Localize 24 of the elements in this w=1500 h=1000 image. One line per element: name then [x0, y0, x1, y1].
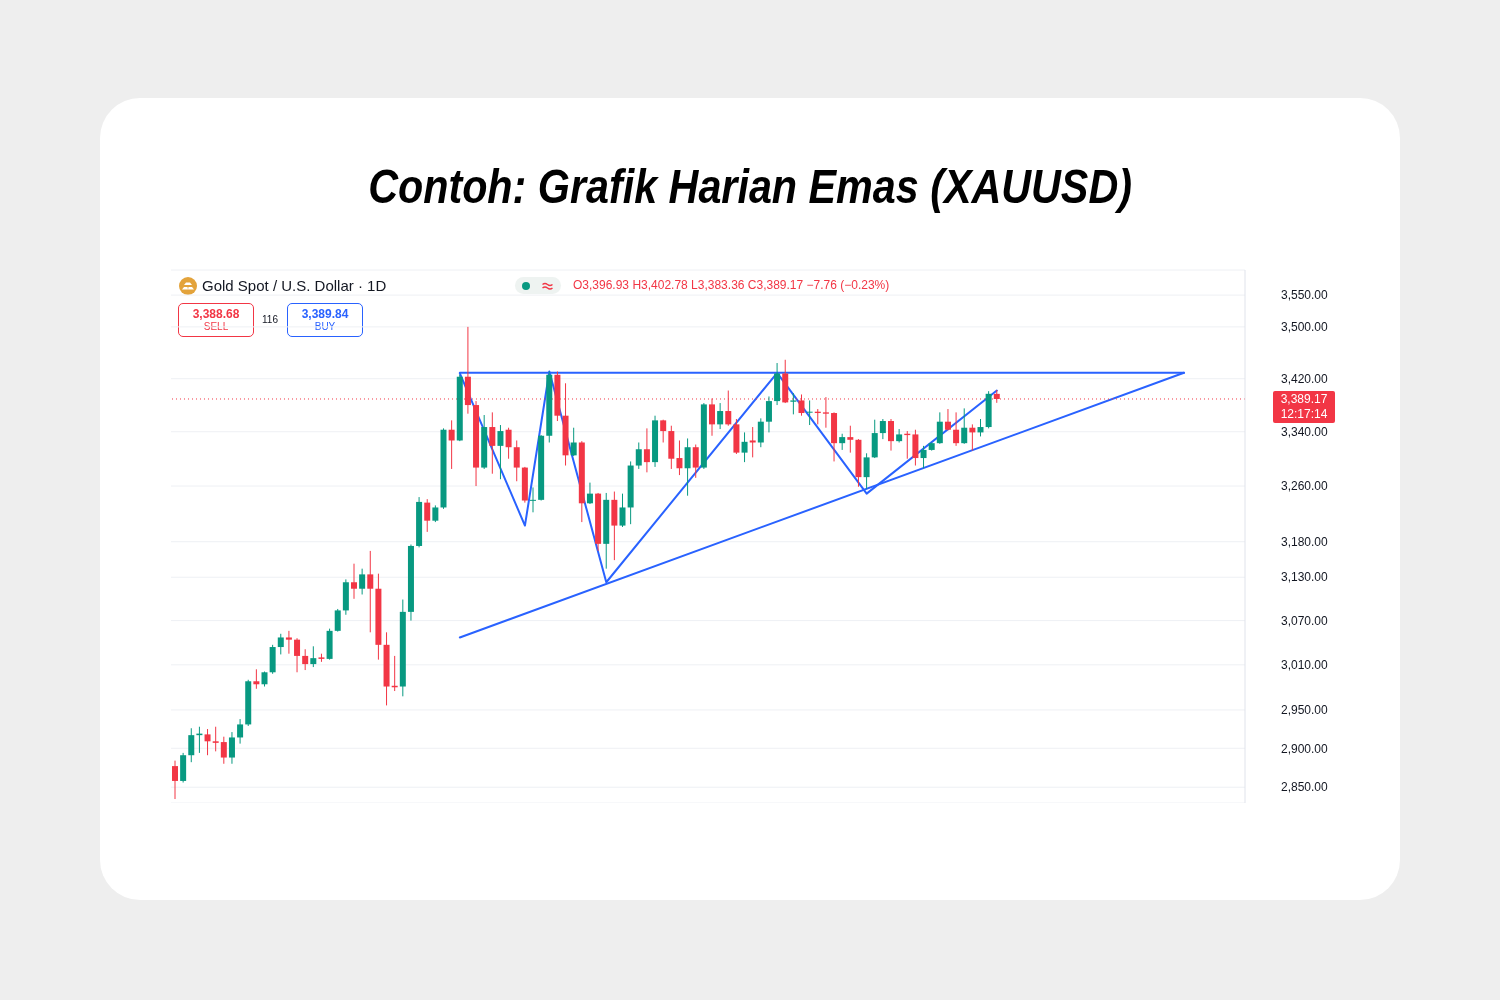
y-tick-label: 3,550.00 [1281, 288, 1329, 303]
text: 12:17:14 [1280, 406, 1328, 421]
y-tick-label: 2,950.00 [1281, 703, 1329, 718]
sell-box: 3,388.68 SELL [178, 303, 254, 337]
chart-title: Contoh: Grafik Harian Emas (XAUUSD) [368, 159, 1132, 215]
y-tick-label: 2,850.00 [1281, 780, 1329, 795]
y-tick-label: 3,340.00 [1281, 424, 1329, 439]
annotation: 3,389.84 [300, 307, 350, 321]
y-tick-label: 3,010.00 [1281, 658, 1329, 673]
y-tick-label: 3,180.00 [1281, 534, 1329, 549]
buy-box: 3,389.84 BUY [287, 303, 363, 337]
y-tick-label: 3,500.00 [1281, 320, 1329, 335]
annotation: 116 [262, 314, 278, 326]
y-tick-label: 3,070.00 [1281, 613, 1329, 628]
y-tick-label: 3,260.00 [1281, 479, 1329, 494]
annotation: BUY [313, 321, 337, 333]
annotation: 3,388.68 [191, 307, 241, 321]
y-tick-label: 3,130.00 [1281, 570, 1329, 585]
annotation: SELL [202, 321, 230, 333]
y-tick-label: 2,900.00 [1281, 741, 1329, 756]
annotation: O3,396.93 H3,402.78 L3,383.36 C3,389.17 −7.76 (−0.23%) [573, 278, 890, 293]
ref-line-label: 3,389.17 [1280, 391, 1328, 406]
y-tick-label: 3,420.00 [1281, 371, 1329, 386]
text: Gold Spot / U.S. Dollar · 1D [202, 277, 387, 295]
